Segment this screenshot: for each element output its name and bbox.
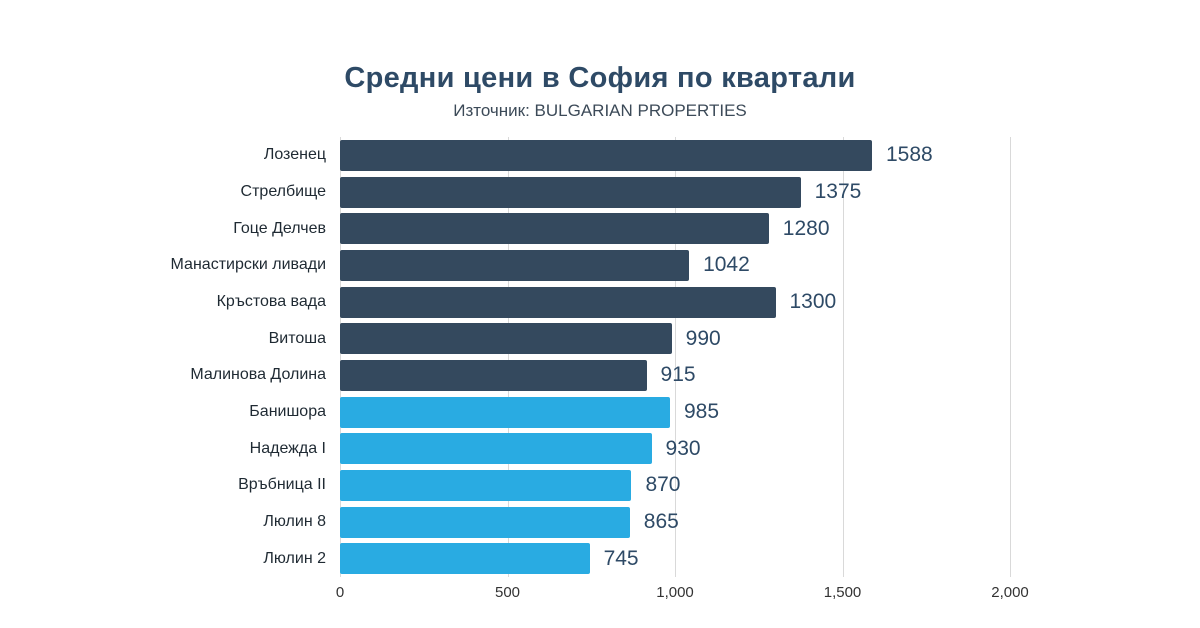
chart-title: Средни цени в София по квартали	[344, 62, 856, 94]
bar-row: Стрелбище 1375	[0, 174, 1200, 211]
gridline	[507, 137, 509, 577]
bar-row: Манастирски ливади 1042	[0, 247, 1200, 284]
x-axis: 0 500 1,000 1,500 2,000	[336, 577, 1029, 605]
bar-track: 1588	[340, 139, 1010, 171]
gridline	[675, 137, 676, 577]
bar-row: Лозенец 1588	[0, 137, 1200, 174]
bar-label: Люлин 2	[263, 549, 326, 567]
bar	[340, 433, 652, 465]
bar-row: Витоша 990	[0, 320, 1200, 357]
bar-value: 865	[643, 510, 679, 534]
bar	[340, 176, 801, 208]
bar-value: 745	[603, 546, 639, 570]
bar-row: Малинова Долина 915	[0, 357, 1200, 394]
bar-track: 930	[340, 433, 1010, 465]
bar-label: Връбница II	[238, 476, 326, 494]
bar-track: 1042	[340, 249, 1010, 281]
bar-track: 985	[340, 396, 1010, 428]
bar-chart: Лозенец 1588 Стрелбище 1375 Гоце Делчев 1280 М…	[0, 137, 1200, 605]
bar-value: 870	[645, 473, 681, 497]
bar-track: 870	[340, 469, 1010, 501]
chart-body: Лозенец 1588 Стрелбище 1375 Гоце Делчев 1280 М…	[0, 137, 1200, 577]
bar	[340, 323, 672, 355]
bar	[340, 213, 769, 245]
bar-row: Банишора 985	[0, 394, 1200, 431]
gridline	[340, 137, 341, 577]
bar-value: 1042	[703, 253, 750, 277]
bar	[340, 543, 590, 575]
bar-row: Люлин 2 745	[0, 540, 1200, 577]
bar-row: Връбница II 870	[0, 467, 1200, 504]
bar-value: 1588	[885, 143, 933, 167]
bar-value: 915	[660, 363, 696, 387]
bar	[340, 469, 632, 501]
gridline	[1010, 137, 1011, 577]
chart-header: Средни цени в София по квартали Източник…	[0, 0, 1200, 121]
bar-value: 930	[665, 436, 701, 460]
bar-value: 1300	[789, 290, 837, 314]
bar-row: Люлин 8 865	[0, 504, 1200, 541]
bar-label: Лозенец	[263, 146, 326, 164]
bar-value: 1280	[782, 216, 830, 240]
bar	[340, 286, 776, 318]
bar-row: Гоце Делчев 1280	[0, 210, 1200, 247]
grid-layer	[340, 137, 1011, 577]
bar-row: Кръстова вада 1300	[0, 284, 1200, 321]
x-axis-tick-label: 2,000	[991, 584, 1029, 601]
bar	[340, 506, 630, 538]
x-axis-tick-label: 0	[335, 584, 345, 601]
bar-track: 915	[340, 359, 1010, 391]
bar-value: 985	[683, 400, 720, 424]
bar-track: 745	[340, 543, 1010, 575]
bar-rows: Лозенец 1588 Стрелбище 1375 Гоце Делчев 1280 М…	[0, 137, 1200, 577]
bar-label: Люлин 8	[263, 513, 326, 531]
bar-label: Витоша	[268, 329, 326, 347]
bar-label: Гоце Делчев	[233, 219, 326, 237]
chart-subtitle: Източник: BULGARIAN PROPERTIES	[453, 101, 747, 120]
bar-label: Манастирски ливади	[170, 256, 326, 274]
bar-label: Надежда I	[249, 439, 326, 457]
x-axis-tick-label: 1,500	[823, 584, 862, 601]
bar-value: 1375	[814, 180, 862, 203]
x-axis-tick-label: 1,000	[656, 584, 694, 601]
bar-track: 1300	[340, 286, 1010, 318]
bar-label: Кръстова вада	[216, 293, 326, 311]
x-axis-tick-label: 500	[494, 584, 521, 601]
bar-label: Малинова Долина	[190, 366, 326, 384]
bar-track: 1280	[340, 213, 1010, 245]
bar	[340, 249, 690, 281]
bar-track: 1375	[340, 176, 1010, 208]
bar-track: 865	[340, 506, 1010, 538]
bar	[340, 359, 647, 391]
bar-value: 990	[685, 326, 721, 350]
gridline	[842, 137, 844, 577]
bar-track: 990	[340, 323, 1010, 355]
bar	[340, 396, 670, 428]
bar	[340, 139, 872, 171]
bar-label: Банишора	[249, 403, 326, 421]
bar-row: Надежда I 930	[0, 430, 1200, 467]
bar-label: Стрелбище	[240, 183, 326, 200]
